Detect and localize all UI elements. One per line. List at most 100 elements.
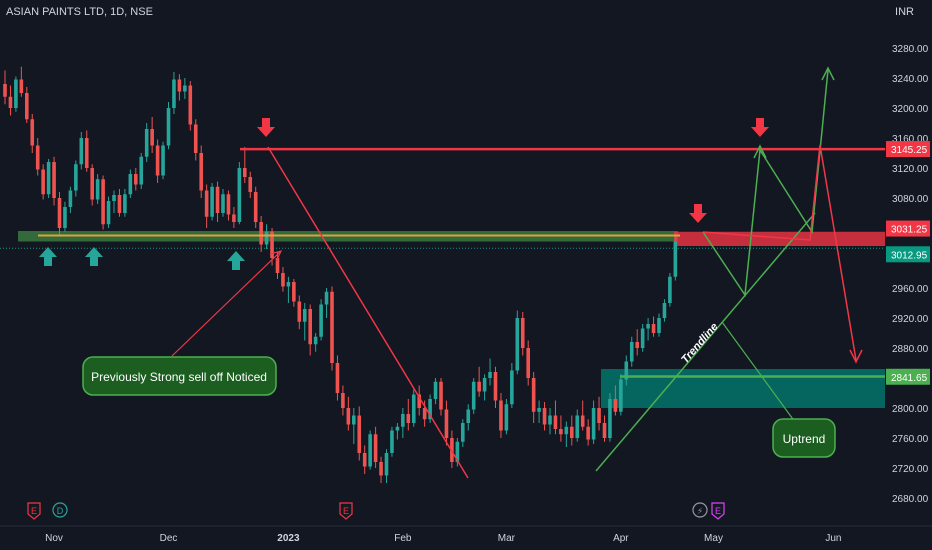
candle-body — [117, 195, 122, 213]
price-tick: 2760.00 — [892, 434, 929, 445]
price-axis: 2680.002720.002760.002800.002840.002880.… — [886, 44, 930, 505]
candle-body — [602, 423, 607, 438]
candle-body — [346, 408, 351, 425]
lightning-icon: ⚡ — [697, 507, 703, 517]
candle-body — [74, 164, 78, 191]
price-label-bg — [886, 368, 930, 385]
uptrend-pointer — [721, 321, 796, 423]
candle-body — [177, 79, 182, 92]
up-arrow-icon — [39, 247, 57, 266]
candle-body — [635, 342, 639, 348]
candle-body — [232, 214, 236, 222]
price-label-bg — [886, 141, 930, 158]
candle-body — [308, 309, 312, 345]
candle-body — [548, 415, 552, 425]
trendline — [595, 212, 816, 472]
time-tick: May — [704, 533, 723, 544]
candle-body — [439, 381, 443, 410]
candle-body — [215, 186, 220, 213]
candle-body — [488, 372, 492, 378]
event-label: E — [343, 506, 349, 516]
candle-body — [172, 79, 176, 108]
candle-body — [264, 231, 269, 245]
candle-body — [411, 394, 416, 423]
bullish-projection — [702, 69, 829, 298]
candle-body — [395, 426, 400, 431]
time-tick: Feb — [394, 533, 412, 544]
candle-body — [68, 190, 73, 207]
up-arrow-icon — [227, 251, 245, 270]
candle-body — [330, 291, 334, 363]
price-label: 3031.25 — [891, 225, 928, 236]
time-tick: Apr — [613, 533, 629, 544]
time-tick: Dec — [160, 533, 178, 544]
price-label-bg — [886, 246, 930, 263]
chart-title: ASIAN PAINTS LTD, 1D, NSE — [6, 6, 153, 18]
candle-body — [46, 162, 51, 195]
price-tick: 2920.00 — [892, 314, 929, 325]
candle-body — [319, 304, 323, 337]
candle-body — [352, 415, 356, 425]
candle-body — [52, 162, 56, 198]
candle-body — [8, 96, 13, 108]
candle-body — [422, 408, 427, 420]
time-tick: Jun — [825, 533, 841, 544]
candle-body — [84, 138, 89, 168]
candle-body — [580, 415, 585, 427]
candle-body — [57, 198, 62, 228]
candle-body — [139, 156, 144, 185]
bullish-arrow-head — [753, 144, 767, 159]
candle-body — [373, 434, 378, 462]
candle-body — [499, 400, 503, 431]
candle-body — [673, 241, 678, 277]
down-arrow-icon — [751, 118, 769, 137]
candle-body — [461, 423, 465, 442]
candle-body — [477, 381, 481, 392]
candle-body — [629, 342, 634, 362]
candle-body — [406, 414, 411, 423]
candle-body — [537, 408, 541, 412]
candle-body — [243, 168, 247, 177]
candle-body — [520, 318, 525, 348]
uptrend-callout — [772, 418, 836, 458]
candle-body — [362, 453, 367, 467]
candle-body — [379, 462, 383, 476]
candle-body — [417, 394, 421, 408]
candle-body — [324, 291, 329, 305]
price-tick: 3240.00 — [892, 74, 929, 85]
price-tick: 2680.00 — [892, 494, 929, 505]
time-axis: Nov Dec 2023 Feb Mar Apr May Jun E D E E ⚡ — [0, 502, 932, 544]
candle-body — [455, 441, 460, 462]
selloff-pointer-head — [269, 250, 283, 263]
candle-body — [570, 426, 574, 438]
price-tick: 3160.00 — [892, 134, 929, 145]
candle-body — [144, 129, 149, 157]
candle-body — [335, 363, 340, 393]
candle-body — [281, 273, 285, 287]
selloff-text: Previously Strong sell off Noticed — [91, 370, 267, 384]
bullish-arrow-head — [821, 66, 835, 81]
candle-body — [586, 426, 590, 440]
candle-body — [106, 201, 111, 225]
candle-body — [428, 399, 432, 420]
time-tick: Nov — [45, 533, 63, 544]
candle-body — [259, 222, 263, 245]
candle-body — [188, 85, 193, 125]
drawings-layer — [38, 66, 885, 479]
candle-body — [553, 415, 558, 429]
candle-body — [564, 426, 569, 435]
candle-body — [619, 379, 623, 412]
candle-body — [401, 414, 405, 427]
candle-body — [357, 415, 362, 453]
candle-body — [657, 318, 661, 333]
selloff-pointer — [171, 251, 281, 357]
candle-body — [624, 361, 629, 380]
candle-body — [248, 177, 253, 192]
demand-zone — [601, 369, 885, 408]
split-marker — [692, 502, 708, 518]
candle-body — [526, 348, 530, 378]
candle-body — [608, 399, 612, 438]
bearish-projection — [702, 144, 857, 361]
candle-body — [640, 328, 645, 348]
